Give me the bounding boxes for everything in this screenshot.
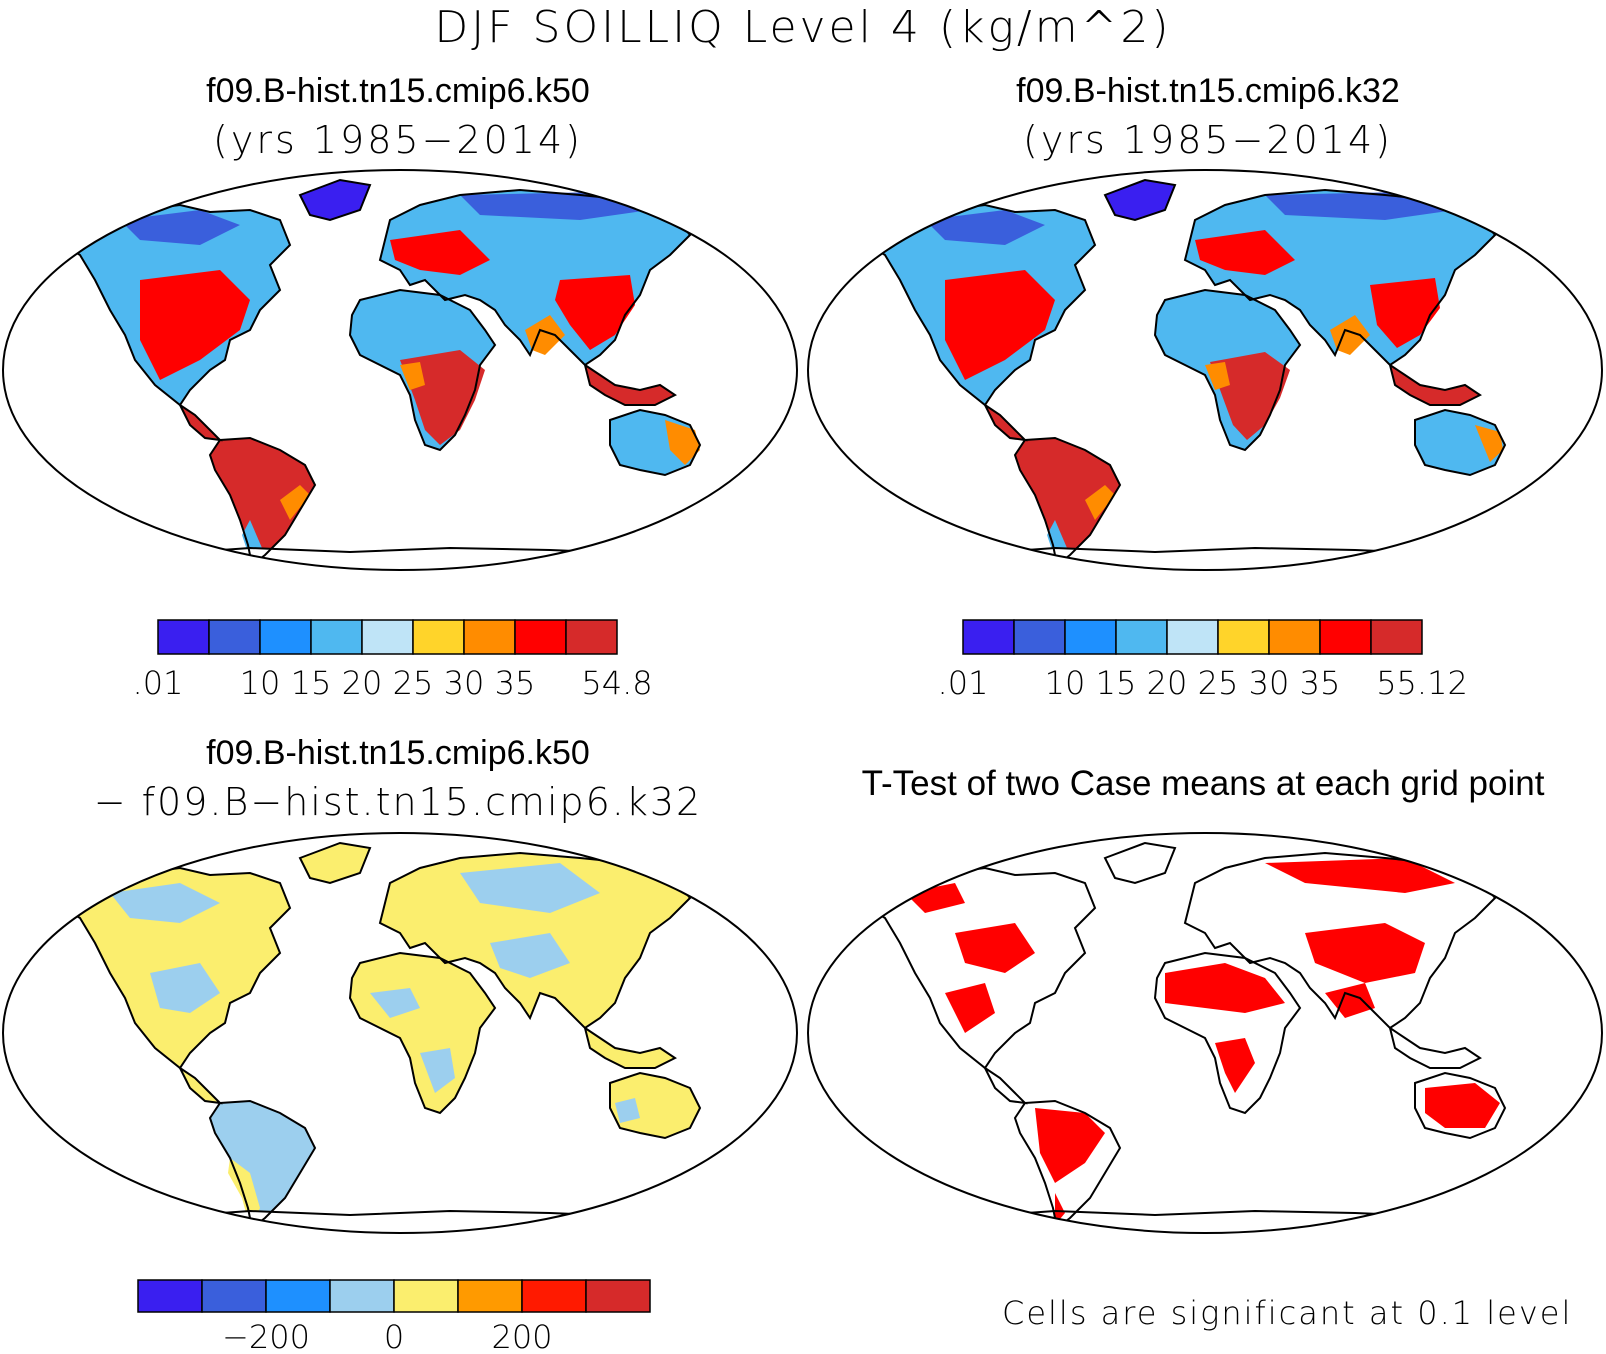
diff-colorbar-label-2: 200 — [491, 1318, 552, 1354]
case1-colorbar-label-0: .01 — [133, 664, 184, 702]
case1-colorbar-box-3 — [310, 619, 363, 655]
case2-colorbar-label-5: 30 — [1249, 664, 1290, 702]
diff-colorbar-box-2 — [265, 1279, 331, 1313]
panel-case1-subtitle: (yrs 1985−2014) — [213, 118, 583, 162]
diff-colorbar-label-0: −200 — [222, 1318, 310, 1354]
figure-title: DJF SOILLIQ Level 4 (kg/m^2) — [434, 2, 1172, 53]
diff-colorbar-box-1 — [201, 1279, 267, 1313]
diff-colorbar-box-3 — [329, 1279, 395, 1313]
case1-colorbar-label-4: 25 — [393, 664, 434, 702]
case2-colorbar-box-6 — [1268, 619, 1321, 655]
diff-colorbar-box-6 — [521, 1279, 587, 1313]
case2-colorbar-label-6: 35 — [1300, 664, 1341, 702]
case2-colorbar-box-7 — [1319, 619, 1372, 655]
panel-case2-subtitle: (yrs 1985−2014) — [1023, 118, 1393, 162]
case2-colorbar-label-7: 55.12 — [1376, 664, 1468, 702]
case2-colorbar-box-1 — [1013, 619, 1066, 655]
diff-colorbar-box-4 — [393, 1279, 459, 1313]
case1-colorbar-label-6: 35 — [495, 664, 536, 702]
colorbar-diff: −200 0 200 — [137, 1279, 651, 1354]
case1-colorbar-box-4 — [361, 619, 414, 655]
case1-colorbar-label-3: 20 — [342, 664, 383, 702]
case1-colorbar-label-2: 15 — [291, 664, 332, 702]
case2-colorbar-box-2 — [1064, 619, 1117, 655]
case2-colorbar-box-5 — [1217, 619, 1270, 655]
significance-note: Cells are significant at 0.1 level — [1002, 1294, 1573, 1332]
case2-colorbar-box-8 — [1370, 619, 1423, 655]
case2-colorbar-box-3 — [1115, 619, 1168, 655]
case1-colorbar-label-7: 54.8 — [581, 664, 652, 702]
map-diff — [2, 832, 798, 1234]
case1-colorbar-label-1: 10 — [240, 664, 281, 702]
map-case2 — [807, 169, 1603, 571]
case1-colorbar-box-6 — [463, 619, 516, 655]
map-case1 — [2, 169, 798, 571]
case1-colorbar-box-0 — [157, 619, 210, 655]
colorbar-case1: .01 10 15 20 25 30 35 54.8 — [133, 619, 653, 702]
case2-colorbar-box-4 — [1166, 619, 1219, 655]
case1-colorbar-label-5: 30 — [444, 664, 485, 702]
panel-diff-subtitle: − f09.B−hist.tn15.cmip6.k32 — [93, 780, 703, 824]
case2-colorbar-label-1: 10 — [1045, 664, 1086, 702]
case1-colorbar-box-1 — [208, 619, 261, 655]
diff-colorbar-box-0 — [137, 1279, 203, 1313]
panel-case1-title: f09.B-hist.tn15.cmip6.k50 — [206, 72, 590, 110]
map-ttest — [807, 832, 1603, 1234]
panel-ttest-title: T-Test of two Case means at each grid po… — [861, 764, 1545, 803]
case2-colorbar-label-2: 15 — [1096, 664, 1137, 702]
panel-case2-title: f09.B-hist.tn15.cmip6.k32 — [1016, 72, 1400, 110]
case2-colorbar-label-4: 25 — [1198, 664, 1239, 702]
panel-diff-title: f09.B-hist.tn15.cmip6.k50 — [206, 734, 590, 772]
case2-colorbar-label-3: 20 — [1147, 664, 1188, 702]
case1-colorbar-box-7 — [514, 619, 567, 655]
case2-colorbar-label-0: .01 — [938, 664, 989, 702]
case1-colorbar-box-8 — [565, 619, 618, 655]
case1-colorbar-box-2 — [259, 619, 312, 655]
diff-colorbar-label-1: 0 — [384, 1318, 404, 1354]
case1-colorbar-box-5 — [412, 619, 465, 655]
case2-colorbar-box-0 — [962, 619, 1015, 655]
diff-colorbar-box-7 — [585, 1279, 651, 1313]
colorbar-case2: .01 10 15 20 25 30 35 55.12 — [938, 619, 1468, 702]
diff-colorbar-box-5 — [457, 1279, 523, 1313]
